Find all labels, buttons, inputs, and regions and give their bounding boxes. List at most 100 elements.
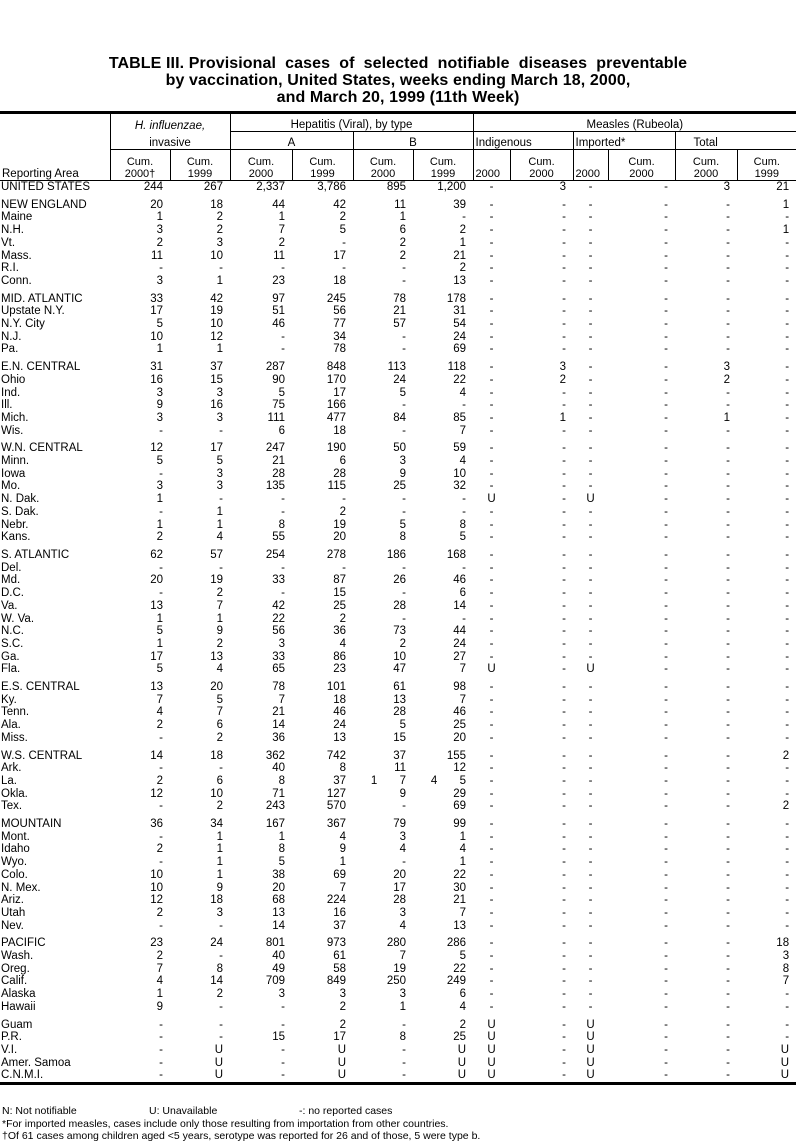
value-cell: - bbox=[664, 1031, 669, 1044]
value-cell: 570 bbox=[326, 800, 347, 813]
value-cell: 36 bbox=[333, 625, 347, 638]
value-cell: 5 bbox=[399, 719, 407, 732]
value-cell: - bbox=[588, 894, 593, 907]
value-cell: 4 bbox=[459, 386, 467, 399]
value-cell: 2 bbox=[156, 719, 163, 732]
reporting-area-cell: Guam bbox=[1, 1018, 33, 1031]
value-cell: - bbox=[462, 561, 467, 574]
column-header: 2000 bbox=[572, 149, 609, 181]
value-cell: 849 bbox=[326, 975, 347, 988]
value-cell: - bbox=[664, 950, 669, 963]
value-cell: 56 bbox=[272, 625, 286, 638]
value-cell: - bbox=[562, 774, 567, 787]
value-cell: - bbox=[785, 894, 790, 907]
reporting-area-cell: Utah bbox=[1, 906, 26, 919]
value-cell: - bbox=[726, 818, 731, 831]
value-cell: 2 bbox=[339, 211, 347, 224]
value-cell: 49 bbox=[272, 962, 286, 975]
value-cell: - bbox=[462, 399, 467, 412]
reporting-area-cell: Kans. bbox=[1, 531, 31, 544]
value-cell: - bbox=[110, 1069, 170, 1086]
value-cell: 2 bbox=[156, 906, 163, 919]
value-cell: - bbox=[588, 731, 593, 744]
table-row: Pa. 1 1 - 78 - 69 - - - - - - bbox=[0, 343, 796, 356]
value-cell: 22 bbox=[453, 962, 467, 975]
value-cell: 3 bbox=[216, 480, 224, 493]
value-cell: 17 bbox=[333, 1031, 347, 1044]
value-cell: 267 bbox=[203, 181, 224, 193]
value-cell: - bbox=[562, 962, 567, 975]
value-cell: - bbox=[664, 262, 669, 275]
reporting-area-cell: Mo. bbox=[1, 480, 21, 493]
table-row: Hawaii 9 - - 2 1 4 - - - - - - bbox=[0, 1001, 796, 1014]
value-cell: - bbox=[785, 787, 790, 800]
value-cell: - bbox=[562, 975, 567, 988]
value-cell: - bbox=[562, 881, 567, 894]
table-row: Ala. 2 6 14 24 5 25 - - - - - - bbox=[0, 719, 796, 732]
value-cell: 5 bbox=[459, 950, 467, 963]
value-cell: - bbox=[219, 950, 224, 963]
value-cell: - bbox=[785, 561, 790, 574]
value-cell: - bbox=[664, 599, 669, 612]
value-cell: 2 bbox=[156, 236, 163, 249]
table-row: Fla. 5 4 65 23 47 7 U - U - - - bbox=[0, 663, 796, 676]
value-cell: U bbox=[487, 1044, 496, 1056]
value-cell: - bbox=[562, 706, 567, 719]
value-cell: 3 bbox=[216, 236, 224, 249]
value-cell: U bbox=[487, 1018, 496, 1031]
value-cell: - bbox=[785, 1018, 790, 1031]
value-cell: 31 bbox=[150, 361, 163, 374]
value-cell: - bbox=[726, 625, 731, 638]
value-cell: - bbox=[664, 719, 669, 732]
value-cell: - bbox=[785, 361, 790, 374]
table-row: P.R. - - 15 17 8 25 U - U - - - bbox=[0, 1031, 796, 1044]
value-cell: 1 bbox=[156, 343, 163, 356]
value-cell: - bbox=[785, 493, 790, 506]
value-cell: - bbox=[588, 442, 593, 455]
value-cell: - bbox=[726, 856, 731, 869]
value-cell: - bbox=[562, 650, 567, 663]
value-cell: 4 bbox=[339, 637, 347, 650]
value-cell: - bbox=[785, 868, 790, 881]
value-cell: - bbox=[726, 198, 731, 211]
value-cell: - bbox=[664, 612, 669, 625]
value-cell: 13 bbox=[393, 693, 407, 706]
table-row: S. Dak. - 1 - 2 - - - - - - - - bbox=[0, 506, 796, 519]
value-cell: - bbox=[785, 330, 790, 343]
value-cell: 1 bbox=[216, 868, 224, 881]
value-cell: 3 bbox=[216, 386, 224, 399]
table-row: D.C. - 2 - 15 - 6 - - - - - - bbox=[0, 587, 796, 600]
value-cell: 12 bbox=[150, 787, 163, 800]
value-cell: - bbox=[664, 305, 669, 318]
value-cell: 25 bbox=[393, 480, 407, 493]
value-cell: - bbox=[562, 894, 567, 907]
value-cell: - bbox=[785, 574, 790, 587]
table-row: Ky. 7 5 7 18 13 7 - - - - - - bbox=[0, 694, 796, 707]
value-cell: - bbox=[281, 1018, 286, 1031]
value-cell: - bbox=[462, 505, 467, 518]
value-cell: 3 bbox=[156, 224, 163, 237]
value-cell: - bbox=[664, 988, 669, 1001]
value-cell: - bbox=[785, 625, 790, 638]
value-cell: - bbox=[785, 774, 790, 787]
value-cell: - bbox=[562, 292, 567, 305]
value-cell: - bbox=[726, 719, 731, 732]
value-cell: - bbox=[785, 531, 790, 544]
value-cell: 848 bbox=[326, 361, 347, 374]
reporting-area-cell: Ariz. bbox=[1, 894, 24, 907]
value-cell: - bbox=[281, 1000, 286, 1013]
reporting-area-cell: Okla. bbox=[1, 787, 28, 800]
value-cell: 15 bbox=[333, 587, 347, 600]
value-cell: 25 bbox=[453, 1031, 467, 1044]
value-cell: 5 bbox=[156, 625, 163, 638]
value-cell: 2 bbox=[459, 1018, 467, 1031]
value-cell: - bbox=[588, 198, 593, 211]
value-cell: 55 bbox=[272, 531, 286, 544]
value-cell: 3 bbox=[216, 906, 224, 919]
value-cell: - bbox=[342, 561, 347, 574]
value-cell: - bbox=[664, 343, 669, 356]
value-cell: - bbox=[664, 749, 669, 762]
value-cell: U bbox=[586, 1044, 595, 1056]
value-cell: 21 bbox=[453, 249, 467, 262]
value-cell: - bbox=[664, 505, 669, 518]
